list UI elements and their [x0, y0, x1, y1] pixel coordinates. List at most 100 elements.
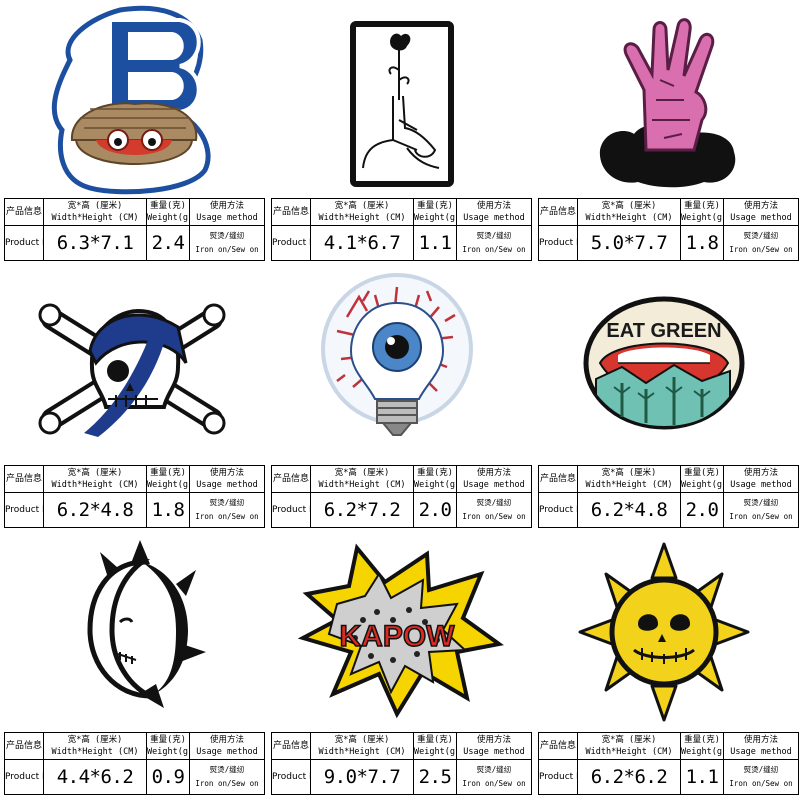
product-info-label-cn: 产品信息 [271, 732, 311, 760]
usage-header-cn: 使用方法 [743, 468, 778, 478]
product-spec-table: 产品信息 宽*高 (厘米) Width*Height (CM) 重量(克) Weig… [538, 198, 799, 261]
product-cell[interactable]: 产品信息 宽*高 (厘米) Width*Height (CM) 重量(克) Weig… [267, 267, 533, 533]
patch-image: EAT GREEN [534, 267, 800, 463]
usage-header-cn: 使用方法 [209, 201, 244, 211]
usage-value-cn: 熨烫/缝纫 [209, 498, 245, 507]
usage-value-cn: 熨烫/缝纫 [743, 765, 779, 774]
weight-header: 重量(克) Weight(g) [413, 198, 457, 226]
size-header-en: Width*Height (CM) [585, 747, 673, 757]
product-spec-table: 产品信息 宽*高 (厘米) Width*Height (CM) 重量(克) Weig… [271, 465, 532, 528]
patch-lettering: KAPOW [340, 620, 456, 653]
weight-value: 1.8 [680, 225, 724, 261]
usage-value: 熨烫/缝纫 Iron on/Sew on [189, 759, 265, 795]
weight-value: 2.5 [413, 759, 457, 795]
product-cell[interactable]: 产品信息 宽*高 (厘米) Width*Height (CM) 重量(克) Weig… [534, 534, 800, 800]
size-header-cn: 宽*高 (厘米) [67, 201, 123, 211]
product-data-label: Product Data [4, 492, 44, 528]
usage-value: 熨烫/缝纫 Iron on/Sew on [723, 492, 799, 528]
weight-header: 重量(克) Weight(g) [413, 732, 457, 760]
size-header: 宽*高 (厘米) Width*Height (CM) [43, 732, 147, 760]
size-header-cn: 宽*高 (厘米) [334, 735, 390, 745]
size-header-en: Width*Height (CM) [318, 747, 406, 757]
usage-value-cn: 熨烫/缝纫 [476, 765, 512, 774]
usage-header: 使用方法 Usage method [456, 198, 532, 226]
patch-image [0, 534, 266, 730]
size-header-en: Width*Height (CM) [318, 213, 406, 223]
size-header-en: Width*Height (CM) [318, 480, 406, 490]
usage-header: 使用方法 Usage method [723, 465, 799, 493]
weight-value: 2.0 [680, 492, 724, 528]
size-header-cn: 宽*高 (厘米) [334, 201, 390, 211]
patch-image [0, 267, 266, 463]
weight-header: 重量(克) Weight(g) [146, 732, 190, 760]
product-info-label-cn: 产品信息 [4, 465, 44, 493]
usage-header: 使用方法 Usage method [456, 732, 532, 760]
product-spec-table: 产品信息 宽*高 (厘米) Width*Height (CM) 重量(克) Weig… [538, 732, 799, 795]
weight-value: 1.1 [680, 759, 724, 795]
weight-header-cn: 重量(克) [150, 468, 186, 478]
usage-header-en: Usage method [730, 480, 792, 490]
size-header: 宽*高 (厘米) Width*Height (CM) [577, 465, 681, 493]
weight-header-cn: 重量(克) [417, 201, 453, 211]
usage-header-en: Usage method [463, 213, 525, 223]
size-header-cn: 宽*高 (厘米) [601, 735, 657, 745]
patch-image: KAPOW [267, 534, 533, 730]
patch-image [534, 0, 800, 196]
product-cell[interactable]: 产品信息 宽*高 (厘米) Width*Height (CM) 重量(克) Weig… [534, 0, 800, 266]
product-data-label: Product Data [4, 759, 44, 795]
product-info-label-cn: 产品信息 [4, 732, 44, 760]
usage-value-cn: 熨烫/缝纫 [209, 765, 245, 774]
product-spec-table: 产品信息 宽*高 (厘米) Width*Height (CM) 重量(克) Weig… [538, 465, 799, 528]
weight-header-en: Weight(g) [414, 747, 457, 757]
weight-header-en: Weight(g) [147, 213, 190, 223]
product-cell[interactable]: 产品信息 宽*高 (厘米) Width*Height (CM) 重量(克) Weig… [0, 267, 266, 533]
usage-header: 使用方法 Usage method [189, 465, 265, 493]
usage-value-en: Iron on/Sew on [462, 779, 526, 788]
weight-header-cn: 重量(克) [150, 735, 186, 745]
usage-value-en: Iron on/Sew on [729, 512, 793, 521]
weight-header-cn: 重量(克) [150, 201, 186, 211]
usage-value-en: Iron on/Sew on [195, 245, 259, 254]
size-value: 4.1*6.7 [310, 225, 414, 261]
usage-header: 使用方法 Usage method [723, 732, 799, 760]
size-header: 宽*高 (厘米) Width*Height (CM) [310, 198, 414, 226]
patch-image [534, 534, 800, 730]
size-header: 宽*高 (厘米) Width*Height (CM) [577, 198, 681, 226]
weight-value: 1.8 [146, 492, 190, 528]
product-cell[interactable]: KAPOW 产品信息 宽*高 (厘米) Width*Height (CM) 重量(… [267, 534, 533, 800]
product-cell[interactable]: 产品信息 宽*高 (厘米) Width*Height (CM) 重量(克) Weig… [0, 534, 266, 800]
patch-image [267, 0, 533, 196]
spiky-moon-patch [87, 540, 206, 708]
size-header-cn: 宽*高 (厘米) [334, 468, 390, 478]
usage-value: 熨烫/缝纫 Iron on/Sew on [723, 225, 799, 261]
weight-value: 0.9 [146, 759, 190, 795]
usage-header: 使用方法 Usage method [189, 198, 265, 226]
size-value: 6.2*7.2 [310, 492, 414, 528]
patch-image [0, 0, 266, 196]
size-header: 宽*高 (厘米) Width*Height (CM) [310, 465, 414, 493]
patch-lettering: EAT GREEN [606, 320, 721, 342]
usage-header-en: Usage method [730, 213, 792, 223]
product-info-label-cn: 产品信息 [271, 465, 311, 493]
usage-value: 熨烫/缝纫 Iron on/Sew on [189, 225, 265, 261]
eyeball-bulb-patch [321, 273, 473, 436]
product-info-label-cn: 产品信息 [538, 198, 578, 226]
product-cell[interactable]: 产品信息 宽*高 (厘米) Width*Height (CM) 重量(克) Weig… [0, 0, 266, 266]
product-data-label: Product Data [271, 759, 311, 795]
weight-header-cn: 重量(克) [684, 735, 720, 745]
weight-header: 重量(克) Weight(g) [680, 198, 724, 226]
product-spec-table: 产品信息 宽*高 (厘米) Width*Height (CM) 重量(克) Weig… [4, 732, 265, 795]
weight-header-cn: 重量(克) [417, 468, 453, 478]
size-header: 宽*高 (厘米) Width*Height (CM) [43, 198, 147, 226]
usage-value-en: Iron on/Sew on [729, 779, 793, 788]
usage-header: 使用方法 Usage method [456, 465, 532, 493]
size-value: 5.0*7.7 [577, 225, 681, 261]
product-data-label: Product Data [538, 225, 578, 261]
weight-header-cn: 重量(克) [684, 201, 720, 211]
product-cell[interactable]: 产品信息 宽*高 (厘米) Width*Height (CM) 重量(克) Weig… [267, 0, 533, 266]
letter-b-oyster-patch [51, 5, 211, 195]
weight-value: 2.0 [413, 492, 457, 528]
product-cell[interactable]: EAT GREEN 产品信息 宽*高 (厘米) Width*Height (CM)… [534, 267, 800, 533]
size-value: 6.2*4.8 [577, 492, 681, 528]
